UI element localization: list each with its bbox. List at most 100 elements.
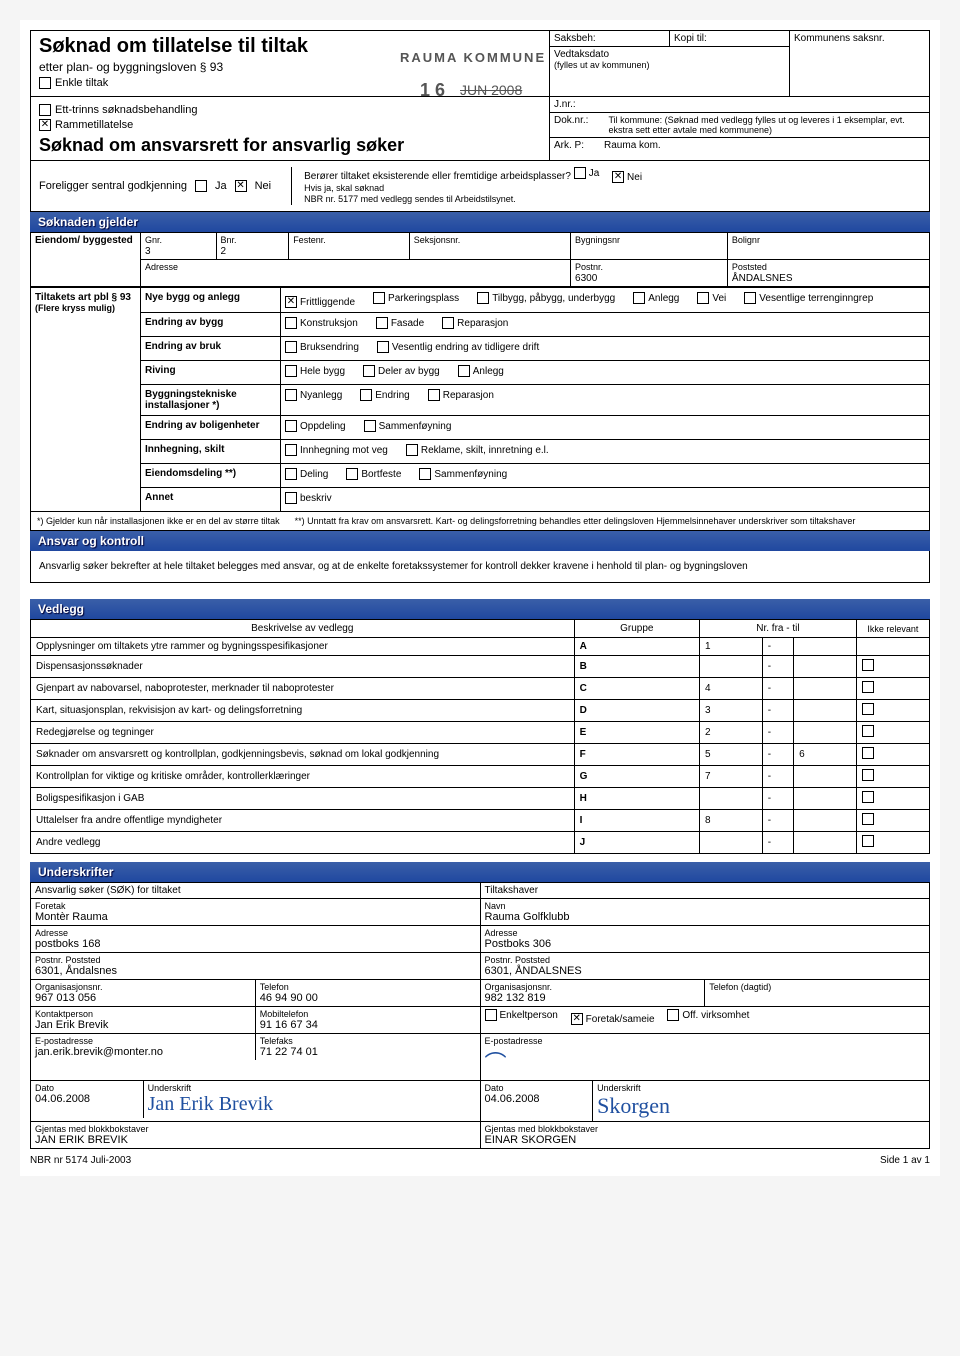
tiltak-checkbox[interactable] xyxy=(442,317,454,329)
tiltak-checkbox[interactable] xyxy=(477,292,489,304)
vedlegg-from: 5 xyxy=(700,744,763,766)
tiltak-row-header: Eiendomsdeling **) xyxy=(141,464,281,488)
tiltak-checkbox[interactable] xyxy=(428,389,440,401)
tiltak-option-label: Tilbygg, påbygg, underbygg xyxy=(492,293,615,304)
tiltak-option: Reklame, skilt, innretning e.l. xyxy=(406,444,549,456)
lbl-enkle: Enkle tiltak xyxy=(55,77,108,89)
tiltak-option: Hele bygg xyxy=(285,365,345,377)
header-block-2: Ett-trinns søknadsbehandling ✕Rammetilla… xyxy=(30,97,930,161)
tiltak-option: Reparasjon xyxy=(442,317,508,329)
tiltak-checkbox[interactable] xyxy=(285,389,297,401)
tiltak-row-opts: Oppdeling Sammenføyning xyxy=(281,416,930,440)
chk-enkle[interactable] xyxy=(39,77,51,89)
vedlegg-to xyxy=(794,656,857,678)
vedlegg-irrelevant xyxy=(856,722,929,744)
chk-off[interactable] xyxy=(667,1009,679,1021)
tiltak-checkbox[interactable] xyxy=(458,365,470,377)
tiltak-option-label: Vesentlig endring av tidligere drift xyxy=(392,342,539,353)
vedlegg-checkbox[interactable] xyxy=(862,703,874,715)
lbl-adr1: Adresse xyxy=(35,928,476,938)
tiltak-checkbox[interactable] xyxy=(363,365,375,377)
chk-ramme[interactable]: ✕ xyxy=(39,119,51,131)
tiltak-checkbox[interactable]: ✕ xyxy=(285,296,297,308)
tiltak-checkbox[interactable] xyxy=(406,444,418,456)
tiltak-option: beskriv xyxy=(285,492,332,504)
tiltak-option-label: Frittliggende xyxy=(300,297,355,308)
tiltak-option: Nyanlegg xyxy=(285,389,342,401)
vedlegg-checkbox[interactable] xyxy=(862,659,874,671)
lbl-enkelt: Enkeltperson xyxy=(500,1010,558,1021)
vedlegg-checkbox[interactable] xyxy=(862,681,874,693)
vedlegg-row: Andre vedleggJ- xyxy=(31,832,930,854)
tiltak-checkbox[interactable] xyxy=(697,292,709,304)
vedlegg-checkbox[interactable] xyxy=(862,725,874,737)
tiltak-row: Tiltakets art pbl § 93(Flere kryss mulig… xyxy=(31,288,930,313)
vedlegg-checkbox[interactable] xyxy=(862,747,874,759)
lbl-epost2: E-postadresse xyxy=(485,1036,926,1046)
vedlegg-to xyxy=(794,722,857,744)
tiltak-checkbox[interactable] xyxy=(285,341,297,353)
chk-enkelt[interactable] xyxy=(485,1009,497,1021)
tiltak-row-header: Byggningstekniske installasjoner *) xyxy=(141,385,281,416)
tiltak-option: Vesentlige terrenginngrep xyxy=(744,292,873,304)
h-gruppe: Gruppe xyxy=(574,620,699,638)
tiltak-row: Byggningstekniske installasjoner *) Nyanl… xyxy=(31,385,930,416)
tiltak-row: Endring av byggKonstruksjonFasadeReparas… xyxy=(31,313,930,337)
vedlegg-dash: - xyxy=(762,656,793,678)
lbl-vedtaksdato: Vedtaksdato xyxy=(554,49,609,60)
tiltak-checkbox[interactable] xyxy=(744,292,756,304)
val-kontakt: Jan Erik Brevik xyxy=(35,1019,251,1031)
vedlegg-to xyxy=(794,700,857,722)
tiltak-row-header: Nye bygg og anlegg xyxy=(141,288,281,313)
vedlegg-dash: - xyxy=(762,810,793,832)
lbl-kommunens: Kommunens saksnr. xyxy=(789,31,929,96)
vedlegg-checkbox[interactable] xyxy=(862,813,874,825)
tiltak-option-label: Innhegning mot veg xyxy=(300,445,388,456)
lbl-epost: E-postadresse xyxy=(35,1036,251,1046)
tiltak-option: Oppdeling xyxy=(285,420,346,432)
vedlegg-checkbox[interactable] xyxy=(862,835,874,847)
vedlegg-to: 6 xyxy=(794,744,857,766)
vedlegg-irrelevant xyxy=(856,700,929,722)
chk-arb-ja[interactable] xyxy=(574,167,586,179)
tiltak-row-opts: ✕FrittliggendeParkeringsplassTilbygg, på… xyxy=(281,288,930,313)
tiltak-checkbox[interactable] xyxy=(285,468,297,480)
vedlegg-checkbox[interactable] xyxy=(862,791,874,803)
tiltak-row-opts: DelingBortfesteSammenføyning xyxy=(281,464,930,488)
chk-foretaksam[interactable]: ✕ xyxy=(571,1013,583,1025)
vedlegg-descr: Gjenpart av nabovarsel, naboprotester, m… xyxy=(31,678,575,700)
tiltak-option-label: Nyanlegg xyxy=(300,390,342,401)
tiltak-option: Sammenføyning xyxy=(364,420,452,432)
chk-foreligger-ja[interactable] xyxy=(195,180,207,192)
tiltak-row: Annet beskriv xyxy=(31,488,930,512)
tiltak-checkbox[interactable] xyxy=(346,468,358,480)
vedlegg-group: D xyxy=(574,700,699,722)
lbl-bygningsnr: Bygningsnr xyxy=(575,235,620,245)
vedlegg-dash: - xyxy=(762,766,793,788)
tiltak-checkbox[interactable] xyxy=(364,420,376,432)
chk-arb-nei[interactable]: ✕ xyxy=(612,171,624,183)
h-nr: Nr. fra - til xyxy=(700,620,857,638)
tiltak-checkbox[interactable] xyxy=(419,468,431,480)
lbl-ja1: Ja xyxy=(215,180,227,192)
tiltak-checkbox[interactable] xyxy=(376,317,388,329)
tiltak-checkbox[interactable] xyxy=(285,492,297,504)
tiltak-checkbox[interactable] xyxy=(285,317,297,329)
tiltak-checkbox[interactable] xyxy=(360,389,372,401)
tiltak-checkbox[interactable] xyxy=(285,365,297,377)
tiltak-option: Bortfeste xyxy=(346,468,401,480)
vedlegg-dash: - xyxy=(762,722,793,744)
tiltak-checkbox[interactable] xyxy=(373,292,385,304)
vedlegg-dash: - xyxy=(762,744,793,766)
chk-etttrins[interactable] xyxy=(39,104,51,116)
tiltak-row: Innhegning, skiltInnhegning mot vegRekla… xyxy=(31,440,930,464)
tiltak-checkbox[interactable] xyxy=(285,420,297,432)
tiltak-checkbox[interactable] xyxy=(633,292,645,304)
chk-foreligger-nei[interactable]: ✕ xyxy=(235,180,247,192)
lbl-org1: Organisasjonsnr. xyxy=(35,982,251,992)
vedlegg-checkbox[interactable] xyxy=(862,769,874,781)
tiltak-checkbox[interactable] xyxy=(377,341,389,353)
tiltak-row-header: Annet xyxy=(141,488,281,512)
lbl-kontakt: Kontaktperson xyxy=(35,1009,251,1019)
tiltak-checkbox[interactable] xyxy=(285,444,297,456)
